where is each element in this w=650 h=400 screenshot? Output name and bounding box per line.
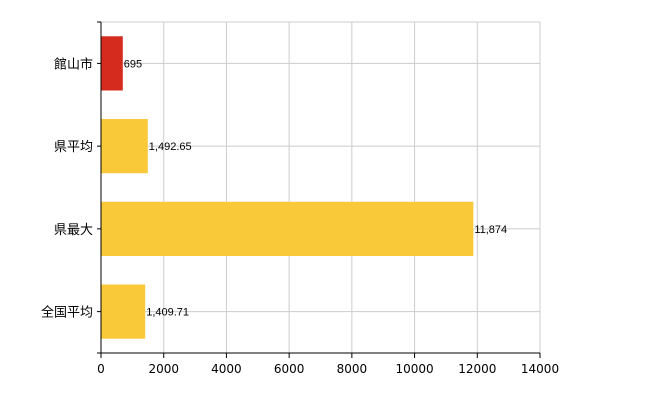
bars (101, 36, 474, 339)
bar (101, 201, 474, 256)
x-tick-label: 2000 (148, 362, 179, 376)
grid-lines (101, 21, 541, 353)
category-label: 県平均 (54, 140, 93, 155)
category-label: 全国平均 (41, 305, 93, 321)
bar (101, 284, 146, 339)
category-label: 館山市 (54, 56, 93, 72)
category-label: 県最大 (54, 223, 93, 238)
axes (97, 21, 541, 358)
data-label: 11,874 (474, 224, 507, 236)
x-tick-label: 4000 (211, 362, 242, 376)
x-tick-label: 12000 (458, 362, 496, 376)
x-tick-label: 0 (97, 362, 105, 376)
data-label: 1,492.65 (149, 141, 192, 153)
bar (101, 36, 123, 91)
labels: 695 館山市 1,492.65 県平均 11,874 県最大 1,409.71 全国平均 0 2… (41, 56, 559, 376)
x-tick-label: 8000 (337, 362, 368, 376)
x-tick-label: 6000 (274, 362, 305, 376)
data-label: 1,409.71 (146, 307, 189, 319)
x-tick-label: 10000 (395, 362, 433, 376)
x-tick-label: 14000 (521, 362, 559, 376)
bar (101, 119, 148, 174)
data-label: 695 (124, 58, 142, 70)
